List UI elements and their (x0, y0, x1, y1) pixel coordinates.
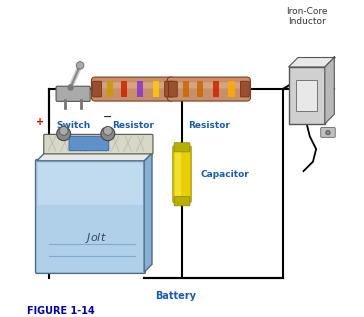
Text: Iron-Core
Inductor: Iron-Core Inductor (286, 7, 327, 26)
FancyBboxPatch shape (174, 197, 190, 206)
FancyBboxPatch shape (175, 82, 243, 88)
Bar (183, 81, 189, 97)
FancyBboxPatch shape (240, 81, 249, 97)
FancyBboxPatch shape (165, 81, 174, 97)
FancyBboxPatch shape (36, 159, 145, 273)
Bar (107, 81, 113, 97)
Text: FIGURE 1-14: FIGURE 1-14 (27, 306, 95, 316)
Circle shape (103, 126, 112, 135)
FancyBboxPatch shape (69, 136, 109, 151)
Circle shape (59, 126, 68, 135)
Circle shape (101, 127, 115, 141)
Text: +: + (36, 117, 44, 127)
FancyBboxPatch shape (173, 146, 191, 202)
FancyBboxPatch shape (38, 163, 143, 205)
Polygon shape (289, 57, 334, 67)
FancyBboxPatch shape (169, 81, 177, 97)
FancyBboxPatch shape (175, 150, 181, 198)
Bar (228, 81, 235, 97)
Bar (213, 81, 219, 97)
Polygon shape (144, 153, 152, 272)
FancyBboxPatch shape (321, 127, 335, 137)
Text: Resistor: Resistor (112, 121, 154, 130)
FancyBboxPatch shape (174, 143, 190, 152)
Text: $\mathit{Jolt}$: $\mathit{Jolt}$ (85, 231, 107, 245)
FancyBboxPatch shape (44, 134, 153, 154)
Text: Battery: Battery (155, 290, 196, 301)
FancyBboxPatch shape (56, 86, 90, 101)
Polygon shape (37, 153, 152, 161)
FancyBboxPatch shape (289, 67, 325, 124)
Text: Capacitor: Capacitor (201, 170, 250, 179)
Polygon shape (325, 57, 334, 124)
Bar (197, 81, 203, 97)
Bar (137, 81, 143, 97)
Circle shape (68, 85, 73, 90)
Circle shape (326, 130, 330, 135)
FancyBboxPatch shape (167, 77, 250, 101)
Bar (153, 81, 159, 97)
Text: −: − (103, 111, 112, 121)
FancyBboxPatch shape (99, 82, 167, 88)
FancyBboxPatch shape (296, 80, 317, 111)
FancyBboxPatch shape (91, 77, 175, 101)
Text: Switch: Switch (56, 121, 90, 130)
Circle shape (76, 61, 84, 69)
FancyBboxPatch shape (93, 81, 102, 97)
Text: Resistor: Resistor (188, 121, 230, 130)
Circle shape (57, 127, 71, 141)
Bar (121, 81, 127, 97)
